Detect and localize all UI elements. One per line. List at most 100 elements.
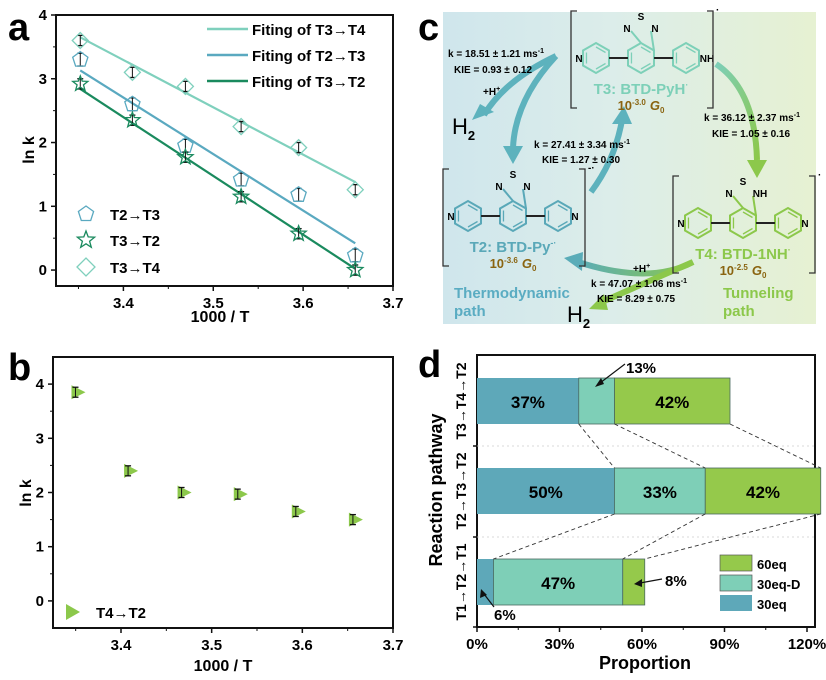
molecule-name-text: T4: BTD-1NH — [695, 246, 788, 263]
atom-n: N — [651, 24, 658, 35]
y-tick-label: 2 — [36, 485, 44, 502]
arrow-t3-to-t4 — [714, 61, 760, 161]
double-bond — [787, 227, 798, 235]
double-bond — [640, 46, 651, 54]
atom-n-right: NH — [700, 54, 714, 65]
y-tick-label: 3 — [36, 430, 44, 447]
charge-label: · — [818, 170, 821, 181]
conductance-sub: 0 — [532, 264, 537, 273]
bar-segment-60eq — [614, 377, 731, 425]
molecule-name-text: T2: BTD-Py — [470, 239, 551, 256]
y-tick-label: 0 — [39, 262, 47, 279]
rate-k-t3-t4: k = 36.12 ± 2.37 ms-1 — [704, 112, 800, 124]
conductance-exp: -3.0 — [632, 98, 646, 107]
x-axis-label-a: 1000 / T — [191, 309, 250, 326]
arrowhead-t3-to-t4 — [747, 160, 767, 178]
conductance-base: 10 — [720, 263, 734, 278]
x-tick-label: 0% — [466, 636, 488, 653]
callout-arrow — [639, 578, 663, 584]
double-bond — [685, 62, 696, 70]
legend-marker-pentagon — [77, 205, 95, 222]
legend-pentagon — [77, 205, 95, 222]
data-point-star — [345, 260, 365, 278]
double-bond — [512, 220, 523, 228]
x-tick-label: 3.4 — [113, 295, 135, 312]
category-label: T2→T3→T2 — [453, 452, 469, 529]
rate-k-t2-t3: k = 27.41 ± 3.34 ms-1 — [534, 139, 630, 151]
conductance-exp: -3.6 — [504, 256, 518, 265]
legend-label-t3t4: T3→T4 — [110, 260, 161, 277]
conductance-label: 10-3.0 G0 — [618, 98, 665, 115]
plot-frame-a — [55, 14, 394, 287]
legend-diamond — [76, 257, 96, 277]
data-point-diamond — [289, 138, 308, 157]
double-bond — [640, 62, 651, 70]
legend-marker-diamond — [76, 257, 96, 277]
callout-arrowhead — [480, 589, 487, 598]
bracket-right — [579, 168, 586, 267]
atom-n: N — [523, 182, 530, 193]
double-bond — [697, 211, 708, 219]
bar-value-label: 42% — [655, 393, 689, 412]
bar-value-label: 33% — [643, 483, 677, 502]
connector-line — [493, 513, 615, 560]
bond — [650, 30, 655, 51]
bar-value-label: 50% — [529, 483, 563, 502]
molecule-name-sup: · — [685, 80, 688, 90]
tunneling-path-label-1: Tunneling — [723, 285, 794, 302]
bar-segment-30eq — [477, 559, 494, 605]
double-bond — [557, 204, 568, 212]
data-point-star — [289, 223, 308, 242]
panel-d: d 0% 30% 60% 90% 120% T3→T4→T2 T2→T3→T2 T1→T2→T… — [418, 344, 826, 673]
callout-arrow — [483, 593, 495, 608]
bracket-left — [672, 175, 679, 274]
x-tick-label: 3.7 — [383, 637, 404, 654]
callout-label: 8% — [665, 573, 687, 590]
panel-b: b 3.4 3.5 3.6 3.7 0 1 2 3 4 1000 / T ln k T4→T2 — [8, 347, 403, 675]
rate-k-t4-t2: k = 47.07 ± 1.06 ms-1 — [591, 278, 687, 290]
plot-frame-b — [52, 356, 394, 629]
tunneling-path-label-2: path — [723, 303, 755, 320]
connector-line — [729, 423, 821, 469]
x-tick-label: 120% — [788, 636, 826, 653]
rate-kie-t3-t2: KIE = 0.93 ± 0.12 — [454, 65, 532, 76]
atom-n: N — [725, 189, 732, 200]
ring — [582, 41, 610, 75]
y-axis-label-b: ln k — [18, 479, 35, 507]
double-bond — [787, 211, 798, 219]
rate-k-t3-t2: k = 18.51 ± 1.21 ms-1 — [448, 48, 544, 60]
rate-kie-t4-t2: KIE = 8.29 ± 0.75 — [597, 294, 675, 305]
legend-label-60eq: 60eq — [757, 557, 787, 572]
legend-label-fit-t3t2: Fiting of T3→T2 — [252, 74, 365, 91]
callout-arrowhead — [634, 579, 642, 587]
x-tick-label: 3.7 — [383, 295, 404, 312]
bracket-right — [809, 175, 816, 274]
conductance-label: 10-2.5 G0 — [720, 263, 767, 280]
ring — [774, 206, 802, 240]
double-bond — [467, 220, 478, 228]
callout-label: 6% — [494, 607, 516, 624]
double-bond — [595, 46, 606, 54]
legend-swatch-30eq — [720, 595, 752, 611]
bond — [522, 188, 527, 209]
double-bond — [742, 211, 753, 219]
data-point-star — [176, 147, 195, 166]
charge-label: -· — [588, 163, 595, 174]
legend-label-fit-t3t4: Fiting of T3→T4 — [252, 22, 366, 39]
atom-s: S — [638, 12, 645, 23]
y-axis-label-d: Reaction pathway — [426, 413, 446, 566]
x-tick-label: 60% — [627, 636, 657, 653]
data-point-star — [70, 74, 90, 92]
callout-label: 13% — [626, 360, 656, 377]
ring — [454, 199, 482, 233]
h2-label-bottom: H2 — [567, 302, 590, 331]
legend-label-t4t2: T4→T2 — [96, 605, 146, 622]
double-bond — [595, 62, 606, 70]
bar-segment-30eqD — [493, 558, 624, 606]
legend-label-t2t3: T2→T3 — [110, 207, 160, 224]
conductance-g: G — [752, 263, 762, 278]
rate-kie-t3-t4: KIE = 1.05 ± 0.16 — [712, 129, 790, 140]
molecule-name: T4: BTD-1NH· — [695, 245, 791, 263]
legend-label-30eq: 30eq — [757, 597, 787, 612]
